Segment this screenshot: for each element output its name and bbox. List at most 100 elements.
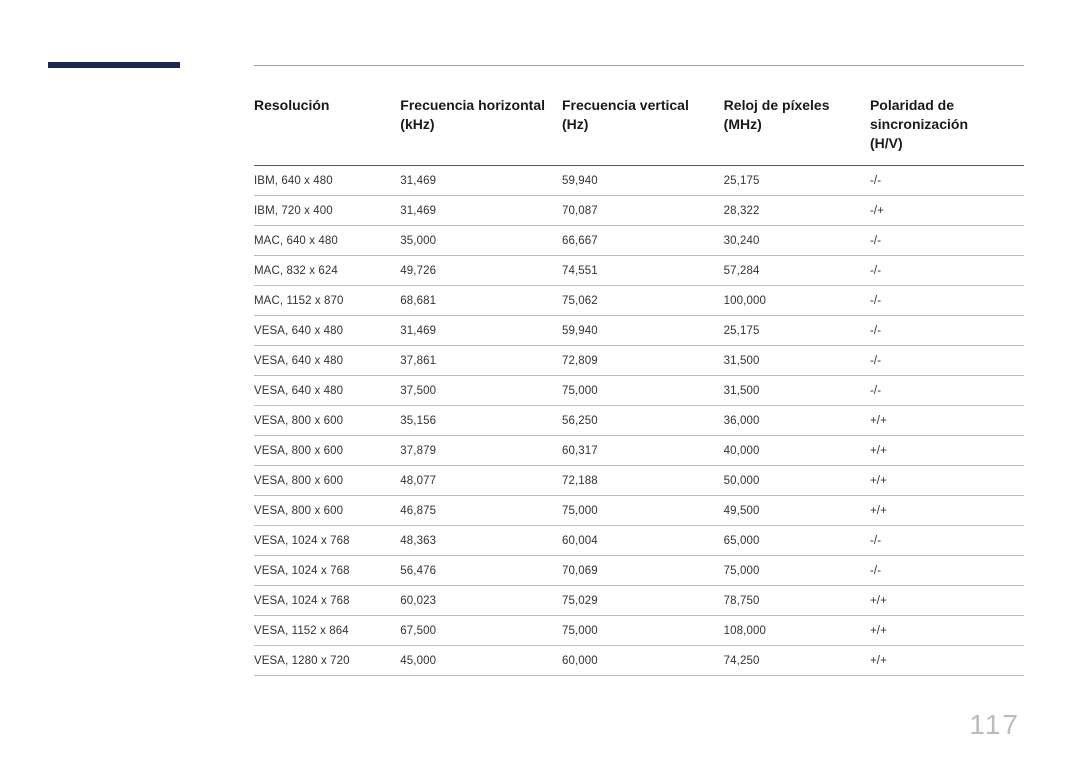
document-page: Resolución Frecuencia horizontal (kHz) F… — [0, 0, 1080, 763]
table-cell: VESA, 800 x 600 — [254, 435, 400, 465]
table-row: IBM, 720 x 40031,46970,08728,322-/+ — [254, 195, 1024, 225]
table-cell: VESA, 640 x 480 — [254, 315, 400, 345]
table-cell: 60,004 — [562, 525, 724, 555]
table-cell: IBM, 640 x 480 — [254, 165, 400, 195]
page-number: 117 — [969, 709, 1020, 741]
table-cell: VESA, 800 x 600 — [254, 495, 400, 525]
table-cell: +/+ — [870, 645, 1024, 675]
table-cell: 37,879 — [400, 435, 562, 465]
table-cell: 31,500 — [724, 345, 870, 375]
table-cell: 75,000 — [562, 375, 724, 405]
table-cell: -/- — [870, 525, 1024, 555]
spec-table-container: Resolución Frecuencia horizontal (kHz) F… — [254, 90, 1024, 676]
table-row: MAC, 640 x 48035,00066,66730,240-/- — [254, 225, 1024, 255]
table-cell: -/- — [870, 255, 1024, 285]
table-row: MAC, 1152 x 87068,68175,062100,000-/- — [254, 285, 1024, 315]
spec-table: Resolución Frecuencia horizontal (kHz) F… — [254, 90, 1024, 676]
col-hfreq: Frecuencia horizontal (kHz) — [400, 90, 562, 165]
table-cell: VESA, 1024 x 768 — [254, 585, 400, 615]
table-cell: 50,000 — [724, 465, 870, 495]
table-cell: 75,029 — [562, 585, 724, 615]
table-header-row: Resolución Frecuencia horizontal (kHz) F… — [254, 90, 1024, 165]
table-cell: IBM, 720 x 400 — [254, 195, 400, 225]
table-row: VESA, 1152 x 86467,50075,000108,000+/+ — [254, 615, 1024, 645]
table-cell: 68,681 — [400, 285, 562, 315]
col-resolution: Resolución — [254, 90, 400, 165]
table-cell: 59,940 — [562, 315, 724, 345]
top-rule — [254, 65, 1024, 66]
table-cell: VESA, 640 x 480 — [254, 345, 400, 375]
table-cell: VESA, 640 x 480 — [254, 375, 400, 405]
table-cell: -/- — [870, 285, 1024, 315]
table-cell: VESA, 1280 x 720 — [254, 645, 400, 675]
table-cell: 45,000 — [400, 645, 562, 675]
table-cell: 56,250 — [562, 405, 724, 435]
table-cell: 35,000 — [400, 225, 562, 255]
table-cell: 35,156 — [400, 405, 562, 435]
table-cell: -/+ — [870, 195, 1024, 225]
table-row: VESA, 800 x 60048,07772,18850,000+/+ — [254, 465, 1024, 495]
table-row: VESA, 1024 x 76860,02375,02978,750+/+ — [254, 585, 1024, 615]
table-row: IBM, 640 x 48031,46959,94025,175-/- — [254, 165, 1024, 195]
table-row: VESA, 800 x 60037,87960,31740,000+/+ — [254, 435, 1024, 465]
table-cell: 49,500 — [724, 495, 870, 525]
table-cell: 108,000 — [724, 615, 870, 645]
table-cell: VESA, 800 x 600 — [254, 405, 400, 435]
table-cell: 31,469 — [400, 195, 562, 225]
table-cell: 75,062 — [562, 285, 724, 315]
table-cell: 74,250 — [724, 645, 870, 675]
col-pixelclock: Reloj de píxeles (MHz) — [724, 90, 870, 165]
col-label: Reloj de píxeles — [724, 97, 830, 113]
table-cell: 59,940 — [562, 165, 724, 195]
table-cell: 72,188 — [562, 465, 724, 495]
col-unit: (kHz) — [400, 115, 558, 134]
table-cell: +/+ — [870, 405, 1024, 435]
table-cell: 25,175 — [724, 165, 870, 195]
table-row: VESA, 1024 x 76848,36360,00465,000-/- — [254, 525, 1024, 555]
table-row: VESA, 1280 x 72045,00060,00074,250+/+ — [254, 645, 1024, 675]
col-vfreq: Frecuencia vertical (Hz) — [562, 90, 724, 165]
table-cell: 65,000 — [724, 525, 870, 555]
table-cell: 31,469 — [400, 315, 562, 345]
table-cell: 60,000 — [562, 645, 724, 675]
table-cell: 48,077 — [400, 465, 562, 495]
table-cell: 48,363 — [400, 525, 562, 555]
table-cell: -/- — [870, 375, 1024, 405]
table-cell: 28,322 — [724, 195, 870, 225]
accent-bar — [48, 62, 180, 68]
table-row: VESA, 800 x 60046,87575,00049,500+/+ — [254, 495, 1024, 525]
table-cell: 67,500 — [400, 615, 562, 645]
table-cell: 70,069 — [562, 555, 724, 585]
col-label: Polaridad de — [870, 97, 954, 113]
table-body: IBM, 640 x 48031,46959,94025,175-/-IBM, … — [254, 165, 1024, 675]
table-cell: MAC, 1152 x 870 — [254, 285, 400, 315]
table-row: VESA, 1024 x 76856,47670,06975,000-/- — [254, 555, 1024, 585]
table-row: MAC, 832 x 62449,72674,55157,284-/- — [254, 255, 1024, 285]
table-row: VESA, 640 x 48037,86172,80931,500-/- — [254, 345, 1024, 375]
table-cell: 31,500 — [724, 375, 870, 405]
table-cell: +/+ — [870, 465, 1024, 495]
table-cell: 60,023 — [400, 585, 562, 615]
table-cell: VESA, 1024 x 768 — [254, 555, 400, 585]
table-cell: -/- — [870, 315, 1024, 345]
col-unit: (Hz) — [562, 115, 720, 134]
table-cell: MAC, 832 x 624 — [254, 255, 400, 285]
col-label2: sincronización — [870, 115, 1020, 134]
table-cell: VESA, 1152 x 864 — [254, 615, 400, 645]
table-row: VESA, 640 x 48037,50075,00031,500-/- — [254, 375, 1024, 405]
table-cell: 46,875 — [400, 495, 562, 525]
table-cell: -/- — [870, 555, 1024, 585]
table-cell: -/- — [870, 345, 1024, 375]
table-cell: 37,500 — [400, 375, 562, 405]
table-cell: 78,750 — [724, 585, 870, 615]
col-unit: (H/V) — [870, 134, 1020, 153]
table-row: VESA, 640 x 48031,46959,94025,175-/- — [254, 315, 1024, 345]
table-cell: 57,284 — [724, 255, 870, 285]
table-cell: 49,726 — [400, 255, 562, 285]
table-cell: 40,000 — [724, 435, 870, 465]
table-cell: 66,667 — [562, 225, 724, 255]
table-cell: +/+ — [870, 615, 1024, 645]
table-cell: 37,861 — [400, 345, 562, 375]
table-cell: 72,809 — [562, 345, 724, 375]
table-cell: 75,000 — [724, 555, 870, 585]
